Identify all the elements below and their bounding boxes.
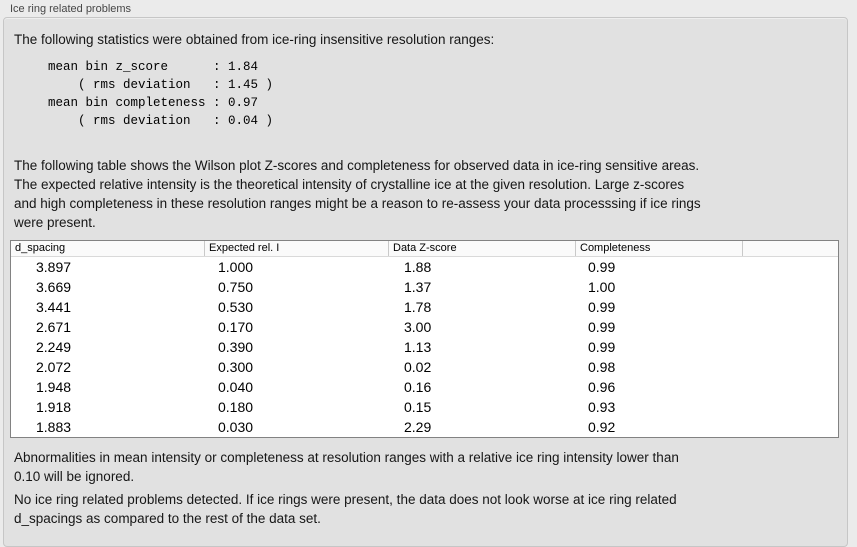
table-row[interactable]: 2.249 0.390 1.13 0.99 [11, 337, 838, 357]
table-cell: 1.37 [404, 279, 432, 295]
table-cell: 1.918 [36, 399, 72, 415]
table-cell: 2.29 [404, 419, 432, 435]
text-line: The following statistics were obtained f… [14, 32, 495, 47]
table-row[interactable]: 1.948 0.040 0.16 0.96 [11, 377, 838, 397]
table-cell: 3.669 [36, 279, 72, 295]
intro-text: The following statistics were obtained f… [14, 30, 494, 49]
table-cell: 0.96 [588, 379, 616, 395]
ice-ring-table[interactable]: d_spacing Expected rel. I Data Z-score C… [10, 240, 839, 438]
table-row[interactable]: 3.669 0.750 1.37 1.00 [11, 277, 838, 297]
stats-line: mean bin completeness : 0.97 [48, 96, 259, 110]
table-cell-empty [743, 297, 838, 317]
stats-block: mean bin z_score : 1.84 ( rms deviation … [48, 58, 273, 130]
description-text: The following table shows the Wilson plo… [14, 156, 701, 232]
table-cell-empty [743, 397, 838, 417]
table-cell: 0.390 [218, 339, 254, 355]
conclusion-text: No ice ring related problems detected. I… [14, 490, 677, 528]
table-cell: 0.99 [588, 259, 616, 275]
text-line: and high completeness in these resolutio… [14, 196, 701, 211]
text-line: The following table shows the Wilson plo… [14, 158, 700, 173]
ice-ring-report-page: { "panel": { "title": "Ice ring related … [3, 3, 848, 547]
table-cell: 1.88 [404, 259, 432, 275]
table-cell-empty [743, 317, 838, 337]
text-line: d_spacings as compared to the rest of th… [14, 511, 321, 526]
text-line: 0.10 will be ignored. [14, 469, 135, 484]
table-cell: 2.072 [36, 359, 72, 375]
table-cell: 3.441 [36, 299, 72, 315]
table-cell: 0.02 [404, 359, 432, 375]
table-cell: 0.99 [588, 339, 616, 355]
table-cell-empty [743, 337, 838, 357]
table-row[interactable]: 3.897 1.000 1.88 0.99 [11, 257, 838, 277]
table-cell: 1.000 [218, 259, 254, 275]
column-header-expected-rel-i[interactable]: Expected rel. I [205, 241, 389, 256]
table-row[interactable]: 1.883 0.030 2.29 0.92 [11, 417, 838, 437]
table-cell: 0.180 [218, 399, 254, 415]
table-cell: 0.300 [218, 359, 254, 375]
column-header-d-spacing[interactable]: d_spacing [11, 241, 205, 256]
table-body: 3.897 1.000 1.88 0.99 3.669 0.750 1.37 1.00 3.44… [11, 257, 838, 437]
table-cell-empty [743, 417, 838, 437]
table-cell: 0.99 [588, 299, 616, 315]
table-cell: 3.897 [36, 259, 72, 275]
table-cell-empty [743, 377, 838, 397]
table-cell: 0.030 [218, 419, 254, 435]
text-line: Abnormalities in mean intensity or compl… [14, 450, 679, 465]
stats-line: ( rms deviation : 1.45 ) [48, 78, 274, 92]
table-cell-empty [743, 257, 838, 277]
table-cell: 0.15 [404, 399, 432, 415]
table-cell: 1.948 [36, 379, 72, 395]
stats-line: mean bin z_score : 1.84 [48, 60, 259, 74]
text-line: were present. [14, 215, 96, 230]
table-cell: 2.249 [36, 339, 72, 355]
table-cell: 1.00 [588, 279, 616, 295]
table-cell: 3.00 [404, 319, 432, 335]
table-row[interactable]: 1.918 0.180 0.15 0.93 [11, 397, 838, 417]
table-cell: 0.99 [588, 319, 616, 335]
table-header: d_spacing Expected rel. I Data Z-score C… [11, 241, 838, 257]
ignore-note-text: Abnormalities in mean intensity or compl… [14, 448, 679, 486]
table-cell: 1.13 [404, 339, 432, 355]
table-cell: 0.92 [588, 419, 616, 435]
column-header-completeness[interactable]: Completeness [576, 241, 743, 256]
panel-title: Ice ring related problems [10, 3, 132, 15]
table-cell: 0.16 [404, 379, 432, 395]
table-cell: 0.530 [218, 299, 254, 315]
table-cell: 2.671 [36, 319, 72, 335]
text-line: No ice ring related problems detected. I… [14, 492, 677, 507]
table-cell: 1.883 [36, 419, 72, 435]
table-cell: 0.170 [218, 319, 254, 335]
stats-line: ( rms deviation : 0.04 ) [48, 114, 274, 128]
text-line: The expected relative intensity is the t… [14, 177, 685, 192]
table-row[interactable]: 2.072 0.300 0.02 0.98 [11, 357, 838, 377]
column-header-data-z-score[interactable]: Data Z-score [389, 241, 576, 256]
column-header-empty[interactable] [743, 241, 838, 256]
table-cell: 0.040 [218, 379, 254, 395]
table-cell: 1.78 [404, 299, 432, 315]
table-cell: 0.93 [588, 399, 616, 415]
table-cell: 0.750 [218, 279, 254, 295]
table-row[interactable]: 2.671 0.170 3.00 0.99 [11, 317, 838, 337]
table-cell-empty [743, 357, 838, 377]
table-cell: 0.98 [588, 359, 616, 375]
table-row[interactable]: 3.441 0.530 1.78 0.99 [11, 297, 838, 317]
table-cell-empty [743, 277, 838, 297]
